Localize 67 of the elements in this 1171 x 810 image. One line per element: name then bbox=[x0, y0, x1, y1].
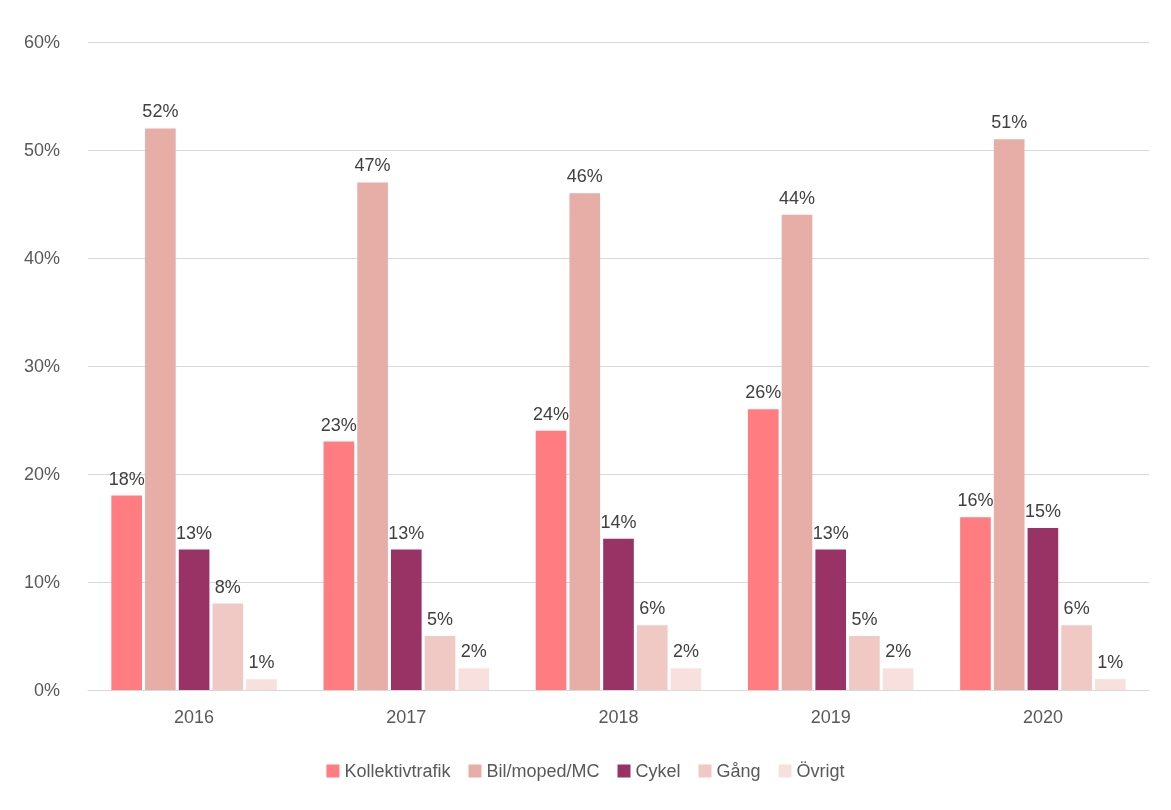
x-tick-label: 2017 bbox=[386, 707, 427, 727]
data-label: 13% bbox=[388, 522, 425, 543]
y-tick-label: 60% bbox=[23, 32, 60, 52]
bar bbox=[993, 139, 1025, 690]
data-label: 51% bbox=[991, 112, 1028, 133]
bar bbox=[390, 549, 422, 690]
data-label: 2% bbox=[460, 641, 487, 662]
data-label: 13% bbox=[176, 522, 213, 543]
legend-label: Gång bbox=[716, 761, 761, 781]
data-label: 2% bbox=[672, 641, 699, 662]
bar bbox=[849, 636, 880, 690]
bar bbox=[212, 603, 244, 690]
y-tick-label: 30% bbox=[23, 356, 60, 376]
data-label: 24% bbox=[533, 403, 570, 424]
legend-label: Kollektivtrafik bbox=[344, 761, 452, 781]
bar bbox=[535, 430, 567, 690]
bar bbox=[357, 182, 388, 690]
data-label: 15% bbox=[1024, 501, 1061, 521]
data-label: 47% bbox=[354, 155, 391, 176]
bar bbox=[603, 538, 634, 690]
y-tick-label: 40% bbox=[23, 248, 60, 268]
bar bbox=[636, 625, 668, 690]
bar bbox=[1027, 528, 1059, 690]
data-label: 13% bbox=[812, 522, 849, 543]
bar bbox=[747, 409, 779, 690]
bar bbox=[815, 549, 847, 690]
bar bbox=[323, 441, 355, 690]
data-label: 18% bbox=[108, 468, 145, 489]
bar bbox=[424, 636, 456, 690]
bar bbox=[178, 549, 210, 690]
bar bbox=[670, 668, 702, 690]
data-label: 46% bbox=[566, 166, 603, 187]
bar bbox=[1061, 625, 1092, 690]
data-label: 52% bbox=[142, 101, 179, 122]
data-label: 2% bbox=[885, 641, 912, 662]
x-tick-label: 2016 bbox=[174, 707, 215, 727]
data-label: 5% bbox=[851, 609, 878, 629]
x-tick-label: 2018 bbox=[598, 707, 639, 727]
y-tick-label: 20% bbox=[23, 464, 60, 484]
data-label: 14% bbox=[600, 511, 637, 532]
data-label: 1% bbox=[248, 652, 275, 673]
bar bbox=[111, 495, 142, 690]
data-label: 6% bbox=[639, 598, 666, 619]
data-label: 16% bbox=[957, 490, 994, 511]
legend-label: Cykel bbox=[635, 761, 681, 781]
y-tick-label: 10% bbox=[23, 572, 60, 592]
bar bbox=[781, 214, 813, 690]
bar bbox=[569, 193, 601, 690]
data-label: 5% bbox=[427, 609, 454, 629]
legend-label: Bil/moped/MC bbox=[486, 761, 600, 781]
bar bbox=[1095, 679, 1126, 690]
data-label: 6% bbox=[1063, 598, 1090, 619]
bar bbox=[145, 128, 176, 690]
bar bbox=[246, 679, 277, 690]
data-label: 1% bbox=[1097, 652, 1124, 673]
data-label: 23% bbox=[320, 414, 357, 435]
bar bbox=[882, 668, 914, 690]
legend-label: Övrigt bbox=[796, 761, 845, 781]
data-label: 44% bbox=[778, 187, 815, 208]
y-tick-label: 50% bbox=[23, 140, 60, 160]
y-tick-label: 0% bbox=[33, 680, 60, 700]
data-label: 26% bbox=[745, 382, 782, 403]
x-tick-label: 2019 bbox=[810, 707, 851, 727]
data-label: 8% bbox=[214, 576, 241, 597]
bar bbox=[960, 517, 991, 690]
bar bbox=[458, 668, 490, 690]
x-tick-label: 2020 bbox=[1022, 707, 1063, 727]
